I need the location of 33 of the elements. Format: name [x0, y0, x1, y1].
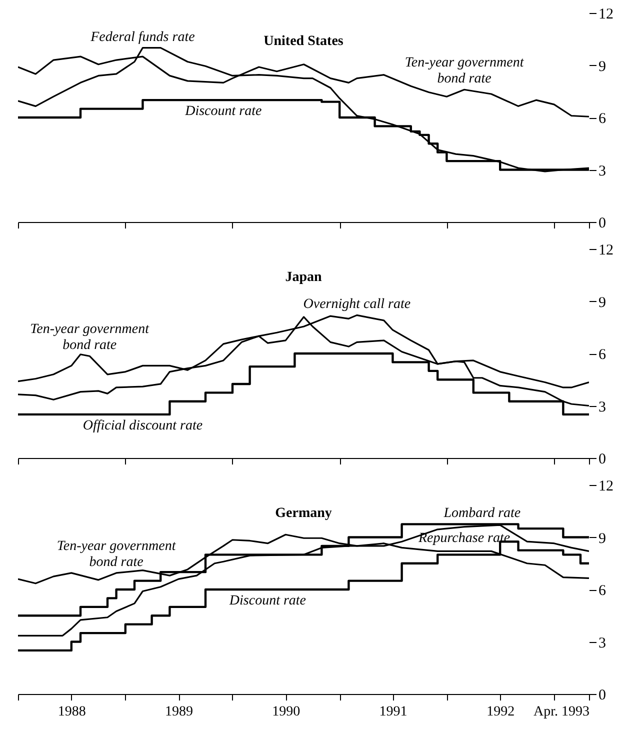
x-tick-label: 1988: [58, 704, 86, 720]
y-tick-label: 3: [598, 635, 606, 652]
y-tick-label: 9: [598, 530, 606, 547]
y-tick-label: 9: [598, 58, 606, 75]
y-tick-label: 6: [598, 111, 606, 127]
text: Germany: [275, 506, 332, 521]
y-tick-label: 12: [598, 242, 614, 258]
y-tick-label: 6: [598, 583, 606, 599]
y-tick-label: 3: [598, 399, 606, 416]
annotation: Discount rate: [228, 594, 306, 608]
annotation: Overnight call rate: [303, 297, 411, 312]
y-tick-label: 0: [598, 688, 606, 704]
annotation: Discount rate: [184, 104, 262, 120]
y-tick-label: 0: [598, 452, 606, 468]
annotation: Federal funds rate: [90, 30, 195, 45]
annotation: Ten-year government bond rate: [404, 56, 525, 87]
text: Japan: [285, 270, 322, 285]
y-tick-label: 0: [598, 216, 606, 232]
annotation: Ten-year government bond rate: [56, 538, 177, 570]
annotation: Lombard rate: [442, 506, 521, 522]
y-tick-label: 9: [598, 294, 606, 311]
x-tick-label: 1990: [272, 704, 300, 720]
x-tick-label: 1989: [165, 704, 193, 720]
y-tick-label: 12: [598, 6, 614, 22]
y-tick-label: 12: [598, 478, 614, 494]
text: United States: [264, 34, 344, 49]
y-tick-label: 6: [598, 347, 606, 363]
x-tick-label: 1991: [379, 704, 408, 720]
x-tick-label: Apr. 1993: [534, 704, 590, 720]
annotation: Ten-year government bond rate: [30, 322, 150, 354]
x-tick-label: 1992: [486, 704, 515, 720]
annotation: Official discount rate: [82, 418, 203, 434]
y-tick-label: 3: [598, 163, 606, 180]
